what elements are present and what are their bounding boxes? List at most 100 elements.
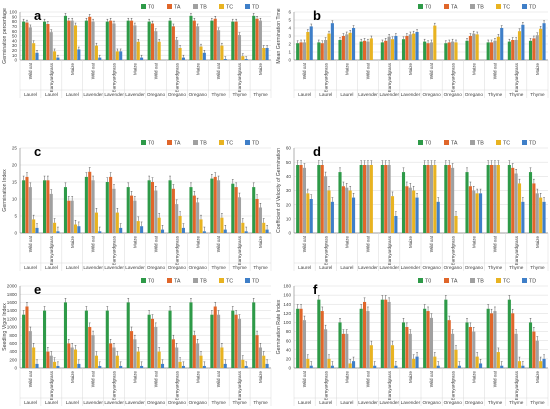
bar-TD xyxy=(500,28,504,60)
bar-T0 xyxy=(43,180,47,233)
legend-label: TA xyxy=(174,141,181,147)
bar-TD xyxy=(351,197,356,233)
bar-TA xyxy=(150,182,155,233)
y-tick-label: 30 xyxy=(286,188,292,193)
bar-TD xyxy=(244,231,248,233)
bar-T0 xyxy=(231,183,235,233)
bar-T0 xyxy=(338,322,342,368)
bar-TB xyxy=(387,165,391,233)
bar-TA xyxy=(46,180,50,233)
y-tick-label: 80 xyxy=(12,19,18,24)
group-label: Lavender xyxy=(401,400,421,405)
bar-T0 xyxy=(126,302,130,368)
group-label: Oregano xyxy=(465,265,484,270)
bar-TA xyxy=(130,195,134,233)
bar-TD xyxy=(35,52,39,60)
bar-T0 xyxy=(423,41,427,60)
group-label: Thyme xyxy=(509,265,524,270)
bar-T0 xyxy=(359,165,363,233)
bar-TC xyxy=(262,222,266,233)
y-tick-label: 5 xyxy=(288,18,291,23)
bar-TC xyxy=(94,212,98,233)
bar-TA xyxy=(511,167,515,233)
bar-TD xyxy=(394,36,398,60)
bar-TA xyxy=(532,331,536,368)
bar-TB xyxy=(472,33,476,60)
bar-TC xyxy=(115,51,119,60)
bar-TB xyxy=(472,190,476,233)
bar-TB xyxy=(175,39,179,60)
bar-TB xyxy=(217,180,221,233)
y-axis-label: Germination percentage xyxy=(2,8,8,64)
bar-TC xyxy=(517,31,522,60)
bar-TC xyxy=(390,39,395,60)
bar-TA xyxy=(234,187,238,233)
bar-TD xyxy=(373,365,377,368)
category-label: Barnyardgrass xyxy=(49,62,54,92)
bar-TD xyxy=(244,365,248,368)
bar-T0 xyxy=(63,15,68,60)
bar-T0 xyxy=(189,302,193,368)
legend-swatch xyxy=(167,140,172,145)
bar-TA xyxy=(192,335,196,368)
category-label: Wild oat xyxy=(493,370,498,387)
legend-swatch xyxy=(496,140,501,145)
bar-TD xyxy=(223,363,227,368)
bar-T0 xyxy=(43,21,47,61)
group-label: Laurel xyxy=(340,265,353,270)
legend-swatch xyxy=(245,140,250,145)
bar-TD xyxy=(223,229,227,233)
bar-TC xyxy=(412,190,416,233)
legend-swatch xyxy=(418,140,423,145)
legend-swatch xyxy=(496,4,501,9)
category-label: Wild oat xyxy=(493,235,498,252)
bar-TB xyxy=(408,34,412,60)
group-label: Laurel xyxy=(45,400,58,405)
group-label: Thyme xyxy=(212,92,227,97)
bar-TD xyxy=(265,48,269,60)
bar-TA xyxy=(384,40,388,60)
bar-TA xyxy=(384,299,388,368)
legend-label: TC xyxy=(226,5,233,11)
group-label: Lavender xyxy=(401,265,421,270)
bar-TB xyxy=(196,343,200,368)
group-label: Lavender xyxy=(125,400,145,405)
bar-TD xyxy=(140,365,144,368)
legend-label: TC xyxy=(503,5,510,11)
bar-TC xyxy=(262,48,266,60)
category-label: Barnyardgrass xyxy=(514,370,519,400)
bar-T0 xyxy=(528,172,533,233)
bar-TB xyxy=(345,187,349,233)
bar-TB xyxy=(514,173,518,233)
y-tick-label: 20 xyxy=(12,48,18,53)
bar-TD xyxy=(77,49,81,60)
group-label: Thyme xyxy=(212,400,227,405)
bar-TA xyxy=(171,26,175,60)
bar-TC xyxy=(454,216,458,233)
bar-TC xyxy=(136,221,140,233)
bar-TA xyxy=(363,165,367,233)
category-label: Wild oat xyxy=(302,370,307,387)
y-tick-label: 10 xyxy=(286,216,292,221)
group-label: Oregano xyxy=(168,265,187,270)
group-label: Lavender xyxy=(83,92,103,97)
bar-TA xyxy=(299,165,303,233)
bar-T0 xyxy=(465,40,469,60)
bar-TB xyxy=(196,202,200,233)
bar-TA xyxy=(130,20,134,60)
bar-TD xyxy=(457,365,461,368)
bar-TB xyxy=(49,355,53,368)
y-tick-label: 1 xyxy=(288,50,291,55)
bar-T0 xyxy=(380,299,384,368)
category-label: Maize xyxy=(344,236,349,249)
bar-TB xyxy=(91,335,95,368)
bar-TA xyxy=(341,333,345,368)
bar-TD xyxy=(521,365,525,368)
bar-TB xyxy=(535,35,539,60)
bar-TB xyxy=(196,26,200,60)
legend-label: TD xyxy=(529,5,536,11)
category-label: Barnyardgrass xyxy=(112,235,117,265)
bar-TD xyxy=(415,32,419,60)
bar-T0 xyxy=(126,20,130,60)
